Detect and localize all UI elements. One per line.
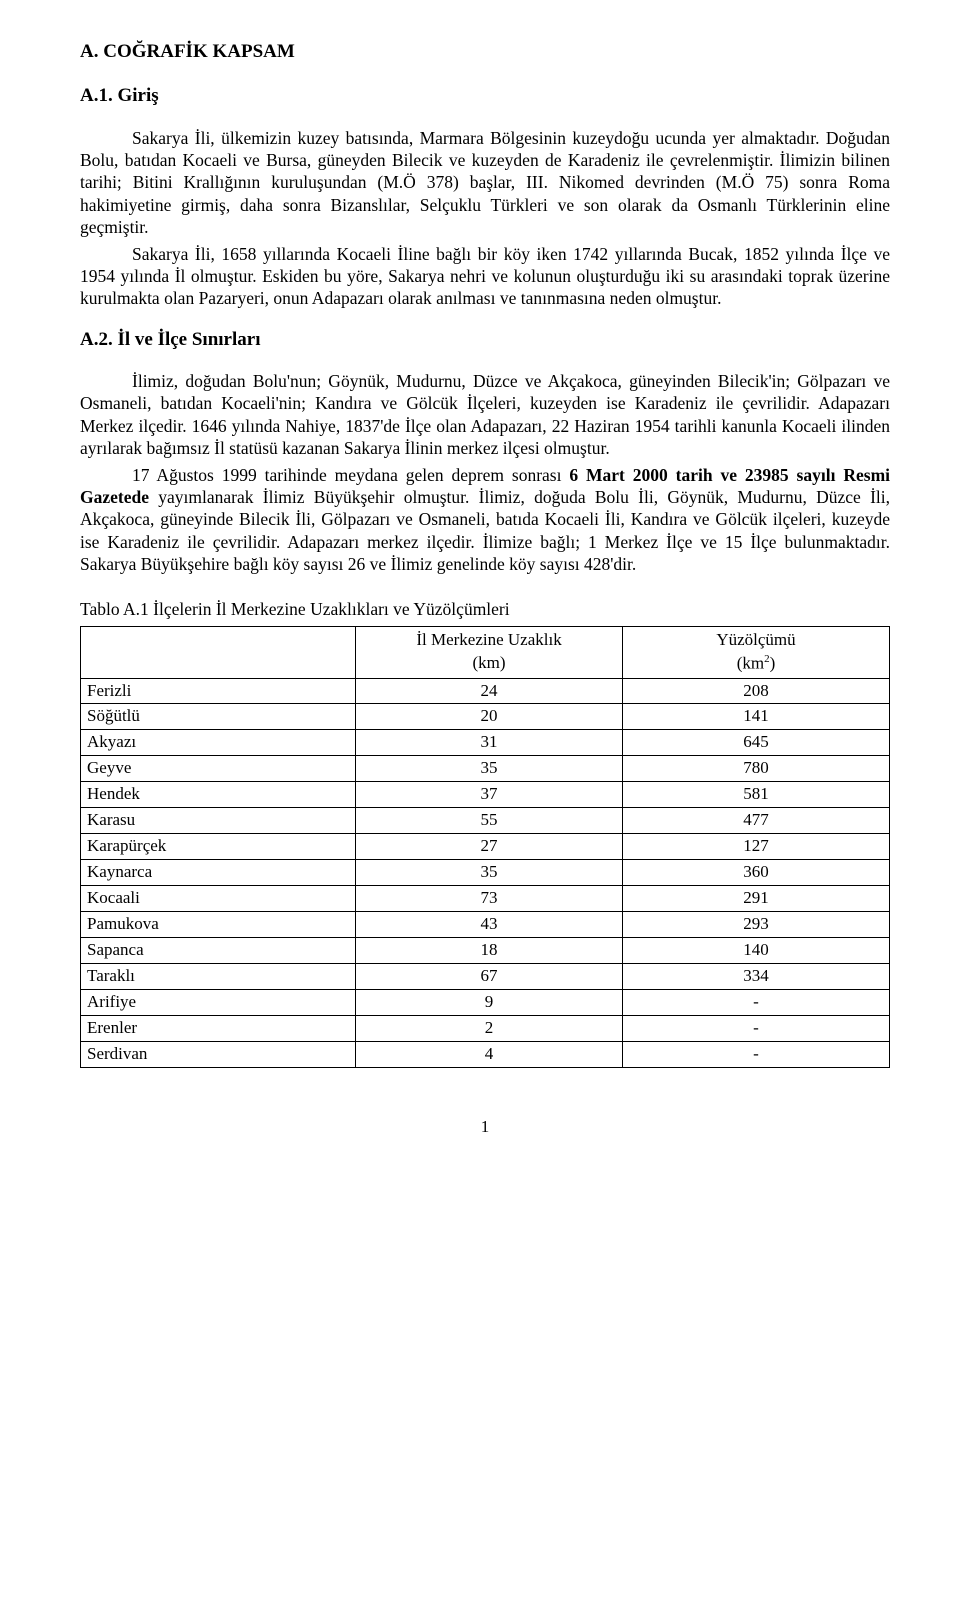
district-name: Erenler <box>81 1015 356 1041</box>
district-distance: 43 <box>356 911 623 937</box>
district-area: 581 <box>623 782 890 808</box>
district-name: Karapürçek <box>81 834 356 860</box>
paragraph-2: Sakarya İli, 1658 yıllarında Kocaeli İli… <box>80 243 890 310</box>
district-name: Akyazı <box>81 730 356 756</box>
table-header-distance: İl Merkezine Uzaklık (km) <box>356 626 623 678</box>
district-distance: 37 <box>356 782 623 808</box>
district-distance: 24 <box>356 678 623 704</box>
table-row: Kocaali73291 <box>81 886 890 912</box>
district-area: - <box>623 1041 890 1067</box>
table-row: Kaynarca35360 <box>81 860 890 886</box>
district-distance: 2 <box>356 1015 623 1041</box>
paragraph-1: Sakarya İli, ülkemizin kuzey batısında, … <box>80 127 890 239</box>
paragraph-3: İlimiz, doğudan Bolu'nun; Göynük, Mudurn… <box>80 370 890 460</box>
district-name: Ferizli <box>81 678 356 704</box>
district-distance: 31 <box>356 730 623 756</box>
table-header-area-l1: Yüzölçümü <box>716 630 795 649</box>
district-area: 140 <box>623 937 890 963</box>
table-header-distance-l2: (km) <box>473 653 506 672</box>
district-area: 360 <box>623 860 890 886</box>
district-area: - <box>623 1015 890 1041</box>
district-area: 645 <box>623 730 890 756</box>
table-row: Serdivan4- <box>81 1041 890 1067</box>
table-header-row: İl Merkezine Uzaklık (km) Yüzölçümü (km2… <box>81 626 890 678</box>
table-header-area-l2-post: ) <box>770 654 776 673</box>
table-row: Pamukova43293 <box>81 911 890 937</box>
district-name: Söğütlü <box>81 704 356 730</box>
districts-table: İl Merkezine Uzaklık (km) Yüzölçümü (km2… <box>80 626 890 1068</box>
district-distance: 67 <box>356 963 623 989</box>
district-area: 477 <box>623 808 890 834</box>
table-row: Geyve35780 <box>81 756 890 782</box>
table-header-blank <box>81 626 356 678</box>
district-name: Karasu <box>81 808 356 834</box>
district-distance: 9 <box>356 989 623 1015</box>
district-area: 780 <box>623 756 890 782</box>
table-header-area-l2-pre: (km <box>737 654 764 673</box>
section-heading-a2: A.2. İl ve İlçe Sınırları <box>80 328 890 352</box>
table-row: Söğütlü20141 <box>81 704 890 730</box>
district-distance: 35 <box>356 756 623 782</box>
table-row: Sapanca18140 <box>81 937 890 963</box>
district-area: 293 <box>623 911 890 937</box>
district-name: Pamukova <box>81 911 356 937</box>
district-distance: 35 <box>356 860 623 886</box>
table-row: Karasu55477 <box>81 808 890 834</box>
district-name: Geyve <box>81 756 356 782</box>
district-distance: 4 <box>356 1041 623 1067</box>
table-caption: Tablo A.1 İlçelerin İl Merkezine Uzaklık… <box>80 598 890 620</box>
table-row: Erenler2- <box>81 1015 890 1041</box>
district-distance: 20 <box>356 704 623 730</box>
district-name: Taraklı <box>81 963 356 989</box>
table-header-area: Yüzölçümü (km2) <box>623 626 890 678</box>
district-distance: 55 <box>356 808 623 834</box>
table-row: Hendek37581 <box>81 782 890 808</box>
table-header-distance-l1: İl Merkezine Uzaklık <box>416 630 561 649</box>
section-heading-a1: A.1. Giriş <box>80 84 890 108</box>
district-area: 208 <box>623 678 890 704</box>
district-area: 334 <box>623 963 890 989</box>
table-row: Ferizli24208 <box>81 678 890 704</box>
district-area: 127 <box>623 834 890 860</box>
district-area: 291 <box>623 886 890 912</box>
district-name: Arifiye <box>81 989 356 1015</box>
district-name: Hendek <box>81 782 356 808</box>
page-number: 1 <box>80 1116 890 1138</box>
district-name: Serdivan <box>81 1041 356 1067</box>
table-row: Arifiye9- <box>81 989 890 1015</box>
district-distance: 27 <box>356 834 623 860</box>
district-name: Sapanca <box>81 937 356 963</box>
district-area: - <box>623 989 890 1015</box>
district-name: Kaynarca <box>81 860 356 886</box>
district-area: 141 <box>623 704 890 730</box>
paragraph-4: 17 Ağustos 1999 tarihinde meydana gelen … <box>80 464 890 576</box>
paragraph-4-lead: 17 Ağustos 1999 tarihinde meydana gelen … <box>132 465 569 485</box>
district-distance: 73 <box>356 886 623 912</box>
table-row: Taraklı67334 <box>81 963 890 989</box>
table-row: Akyazı31645 <box>81 730 890 756</box>
section-heading-a: A. COĞRAFİK KAPSAM <box>80 40 890 64</box>
paragraph-4-tail: yayımlanarak İlimiz Büyükşehir olmuştur.… <box>80 487 890 574</box>
district-distance: 18 <box>356 937 623 963</box>
table-row: Karapürçek27127 <box>81 834 890 860</box>
district-name: Kocaali <box>81 886 356 912</box>
